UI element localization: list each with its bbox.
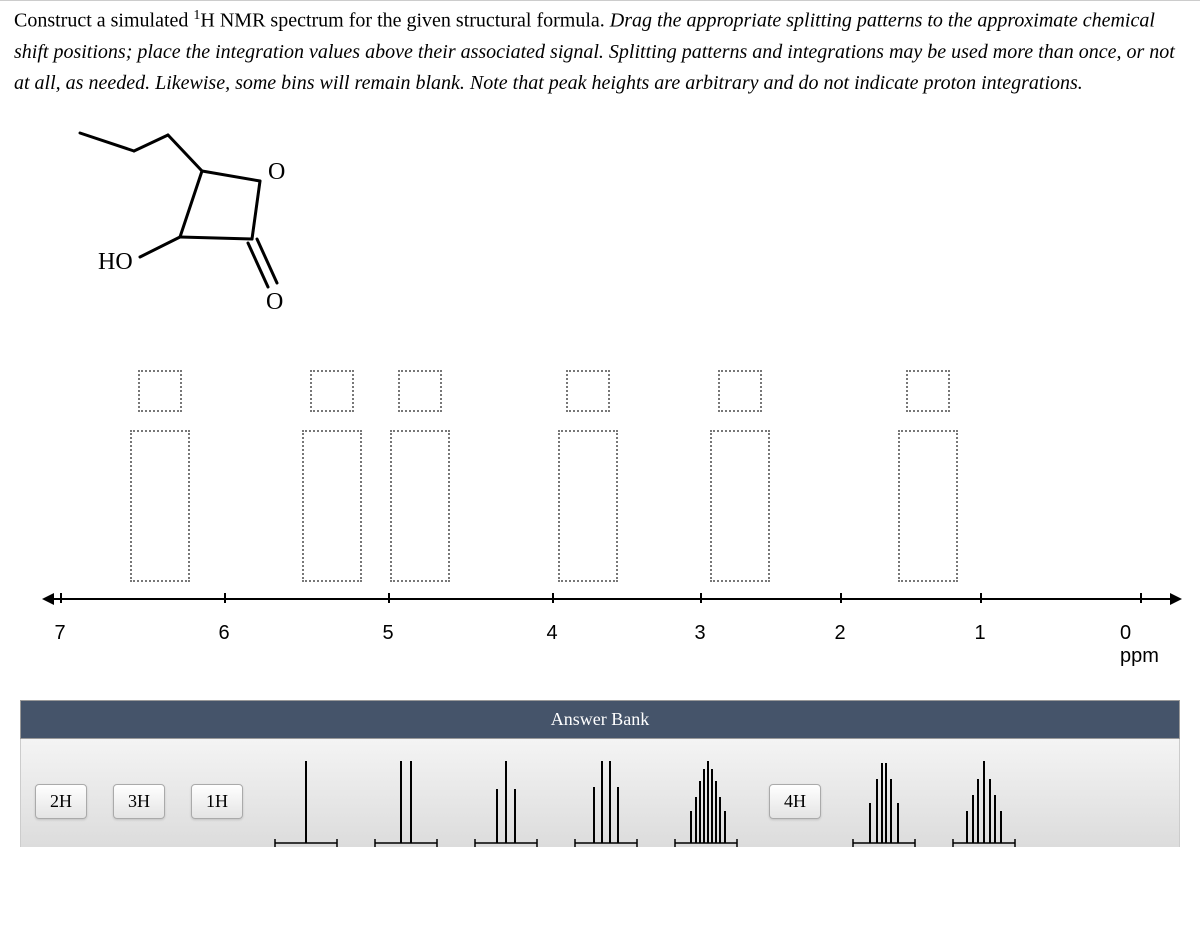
splitting-pattern-doublet[interactable] bbox=[369, 749, 443, 847]
integration-chip[interactable]: 3H bbox=[113, 784, 165, 819]
splitting-pattern-drop-slot[interactable] bbox=[130, 430, 190, 582]
hydroxyl-label: HO bbox=[98, 249, 133, 275]
splitting-pattern-drop-slot[interactable] bbox=[898, 430, 958, 582]
splitting-pattern-drop-slot[interactable] bbox=[390, 430, 450, 582]
axis-tick bbox=[700, 593, 702, 603]
integration-drop-slot[interactable] bbox=[566, 370, 610, 412]
integration-drop-slot[interactable] bbox=[398, 370, 442, 412]
instructions-text: Construct a simulated 1H NMR spectrum fo… bbox=[0, 0, 1200, 107]
answer-bank: 2H 3H 1H 4H bbox=[20, 739, 1180, 847]
integration-chip[interactable]: 1H bbox=[191, 784, 243, 819]
splitting-pattern-drop-slot[interactable] bbox=[558, 430, 618, 582]
molecule-structure: O O HO bbox=[0, 107, 1200, 332]
axis-label: 3 bbox=[694, 622, 705, 645]
axis-tick bbox=[980, 593, 982, 603]
answer-bank-title: Answer Bank bbox=[551, 709, 649, 729]
integration-drop-slot[interactable] bbox=[906, 370, 950, 412]
nmr-spectrum-area: 7 6 5 4 3 2 1 0 ppm bbox=[20, 362, 1180, 672]
integration-chip[interactable]: 2H bbox=[35, 784, 87, 819]
axis-tick bbox=[1140, 593, 1142, 603]
axis-tick bbox=[552, 593, 554, 603]
axis-label: 7 bbox=[54, 622, 65, 645]
splitting-pattern-septet[interactable] bbox=[947, 749, 1021, 847]
integration-drop-slot[interactable] bbox=[138, 370, 182, 412]
ppm-axis-line bbox=[50, 598, 1180, 600]
axis-label: 2 bbox=[834, 622, 845, 645]
axis-label: 0 ppm bbox=[1120, 622, 1160, 668]
axis-tick bbox=[388, 593, 390, 603]
axis-tick bbox=[224, 593, 226, 603]
instr-plain: Construct a simulated bbox=[14, 10, 193, 32]
axis-label: 6 bbox=[218, 622, 229, 645]
carbonyl-oxygen-label: O bbox=[266, 289, 283, 315]
splitting-pattern-singlet[interactable] bbox=[269, 749, 343, 847]
axis-tick bbox=[60, 593, 62, 603]
splitting-pattern-sextet[interactable] bbox=[847, 749, 921, 847]
axis-arrow-left bbox=[42, 593, 54, 605]
axis-tick bbox=[840, 593, 842, 603]
axis-label: 4 bbox=[546, 622, 557, 645]
splitting-pattern-multiplet[interactable] bbox=[669, 749, 743, 847]
integration-drop-slot[interactable] bbox=[310, 370, 354, 412]
ring-oxygen-label: O bbox=[268, 159, 285, 185]
integration-drop-slot[interactable] bbox=[718, 370, 762, 412]
splitting-pattern-triplet[interactable] bbox=[469, 749, 543, 847]
molecule-svg: O O HO bbox=[62, 117, 322, 327]
splitting-pattern-quartet[interactable] bbox=[569, 749, 643, 847]
axis-label: 1 bbox=[974, 622, 985, 645]
splitting-pattern-drop-slot[interactable] bbox=[302, 430, 362, 582]
answer-bank-header: Answer Bank bbox=[20, 700, 1180, 739]
integration-chip[interactable]: 4H bbox=[769, 784, 821, 819]
splitting-pattern-drop-slot[interactable] bbox=[710, 430, 770, 582]
axis-arrow-right bbox=[1170, 593, 1182, 605]
axis-label: 5 bbox=[382, 622, 393, 645]
instr-after-super: H NMR spectrum for the given structural … bbox=[200, 10, 609, 32]
